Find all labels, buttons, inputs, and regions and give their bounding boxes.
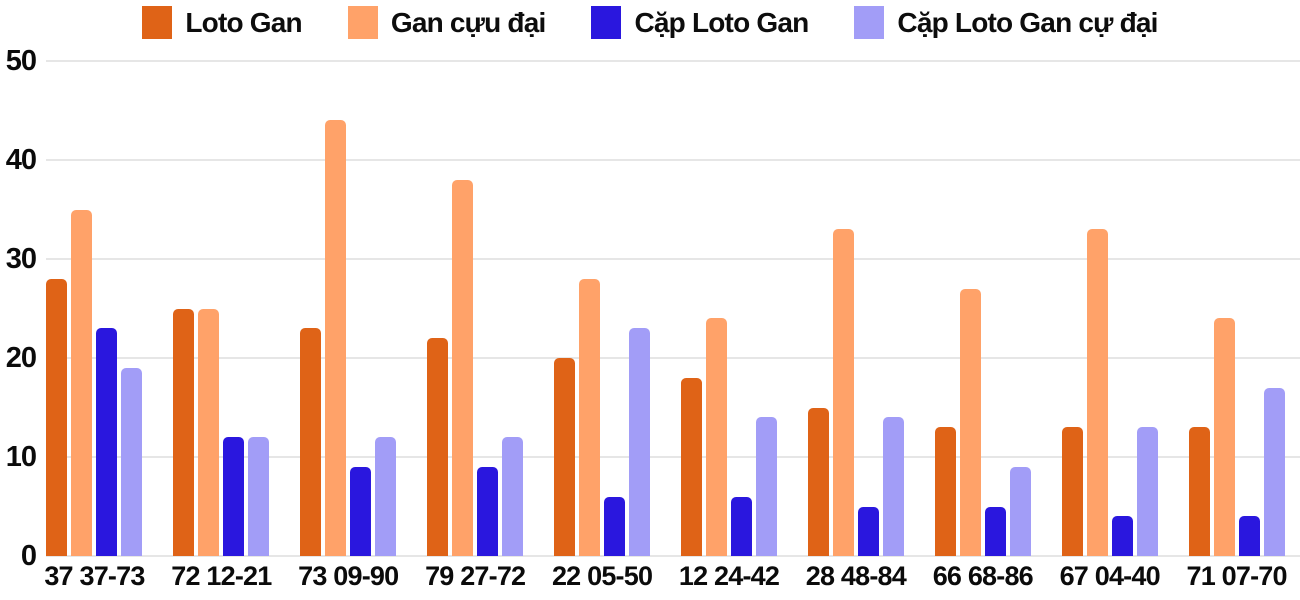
legend-item-2: Cặp Loto Gan <box>591 6 809 39</box>
bar-loto-gan <box>1188 427 1210 556</box>
bar-loto-gan <box>300 328 322 556</box>
legend-swatch-icon <box>591 6 622 39</box>
bar-loto-gan <box>173 308 195 556</box>
legend-label: Cặp Loto Gan <box>634 6 809 38</box>
bar-group-79-27-72 <box>412 61 539 556</box>
bar-cặp-loto-gan <box>730 496 752 556</box>
legend-swatch-icon <box>142 6 173 39</box>
gridline-10 <box>46 456 1300 458</box>
bar-cặp-loto-gan-cự-đại <box>1263 387 1285 556</box>
bar-gan-cựu-đại <box>1213 318 1235 556</box>
bar-cặp-loto-gan <box>1111 516 1133 556</box>
bar-cặp-loto-gan <box>984 506 1006 556</box>
bar-cặp-loto-gan <box>96 328 118 556</box>
legend-label: Cặp Loto Gan cự đại <box>897 6 1158 38</box>
x-category-label: 12 24-42 <box>678 561 780 591</box>
x-category-label: 66 68-86 <box>932 561 1034 591</box>
bar-cặp-loto-gan-cự-đại <box>1009 466 1031 556</box>
bar-gan-cựu-đại <box>579 278 601 556</box>
bar-loto-gan <box>1061 427 1083 556</box>
bar-gan-cựu-đại <box>452 179 474 556</box>
bar-group-12-24-42 <box>666 61 793 556</box>
bar-cặp-loto-gan-cự-đại <box>375 437 397 556</box>
legend-item-0: Loto Gan <box>142 6 303 39</box>
gridline-40 <box>46 159 1300 161</box>
legend-item-3: Cặp Loto Gan cự đại <box>854 6 1158 39</box>
y-tick-label: 20 <box>5 342 37 374</box>
y-tick-label: 30 <box>5 243 37 275</box>
x-axis-labels: 37 37-73 72 12-21 73 09-90 79 27-72 22 05-50… <box>31 561 1300 592</box>
bar-cặp-loto-gan <box>223 437 245 556</box>
bar-cặp-loto-gan <box>477 466 499 556</box>
gridline-0 <box>46 555 1300 557</box>
bar-gan-cựu-đại <box>198 308 220 556</box>
bar-loto-gan <box>934 427 956 556</box>
legend-swatch-icon <box>347 6 378 39</box>
bar-cặp-loto-gan <box>604 496 626 556</box>
x-category-label: 72 12-21 <box>171 561 272 591</box>
x-category-label: 71 07-70 <box>1186 561 1288 591</box>
bar-loto-gan <box>427 338 449 556</box>
bar-cặp-loto-gan-cự-đại <box>248 437 270 556</box>
bar-cặp-loto-gan <box>350 466 372 556</box>
y-tick-label: 0 <box>20 540 37 572</box>
bar-loto-gan <box>46 278 68 556</box>
gridline-20 <box>46 357 1300 359</box>
bar-group-37-37-73 <box>31 61 158 556</box>
bar-group-22-05-50 <box>539 61 666 556</box>
x-category-label: 37 37-73 <box>44 561 145 591</box>
bar-group-72-12-21 <box>158 61 285 556</box>
bar-cặp-loto-gan-cự-đại <box>502 437 524 556</box>
bar-group-67-04-40 <box>1046 61 1173 556</box>
bar-cặp-loto-gan-cự-đại <box>882 417 904 556</box>
bar-group-28-48-84 <box>792 61 919 556</box>
bar-loto-gan <box>807 407 829 556</box>
y-tick-label: 10 <box>5 441 37 473</box>
bar-group-71-07-70 <box>1173 61 1300 556</box>
bar-cặp-loto-gan <box>857 506 879 556</box>
bar-cặp-loto-gan-cự-đại <box>755 417 777 556</box>
bar-cặp-loto-gan <box>1238 516 1260 556</box>
x-category-label: 22 05-50 <box>551 561 653 591</box>
bar-cặp-loto-gan-cự-đại <box>629 328 651 556</box>
x-category-label: 73 09-90 <box>298 561 399 591</box>
bar-gan-cựu-đại <box>959 288 981 556</box>
legend-swatch-icon <box>854 6 885 39</box>
bar-cặp-loto-gan-cự-đại <box>121 367 143 556</box>
x-category-label: 67 04-40 <box>1059 561 1161 591</box>
y-tick-label: 40 <box>5 144 37 176</box>
bars-area <box>31 61 1300 556</box>
legend-item-1: Gan cựu đại <box>347 6 546 39</box>
legend-label: Gan cựu đại <box>390 6 546 38</box>
bar-gan-cựu-đại <box>832 229 854 556</box>
gridline-30 <box>46 258 1300 260</box>
bar-loto-gan <box>680 377 702 556</box>
bar-group-66-68-86 <box>919 61 1046 556</box>
gridline-50 <box>46 60 1300 62</box>
bar-group-73-09-90 <box>285 61 412 556</box>
bar-gan-cựu-đại <box>71 209 93 556</box>
bar-gan-cựu-đại <box>1086 229 1108 556</box>
bar-gan-cựu-đại <box>325 120 347 556</box>
x-category-label: 79 27-72 <box>425 561 526 591</box>
chart-legend: Loto Gan Gan cựu đại Cặp Loto Gan Cặp Loto … <box>0 6 1300 39</box>
y-tick-label: 50 <box>5 45 37 77</box>
x-category-label: 28 48-84 <box>805 561 907 591</box>
bar-gan-cựu-đại <box>705 318 727 556</box>
legend-label: Loto Gan <box>185 6 302 38</box>
bar-loto-gan <box>554 358 576 556</box>
bar-cặp-loto-gan-cự-đại <box>1136 427 1158 556</box>
